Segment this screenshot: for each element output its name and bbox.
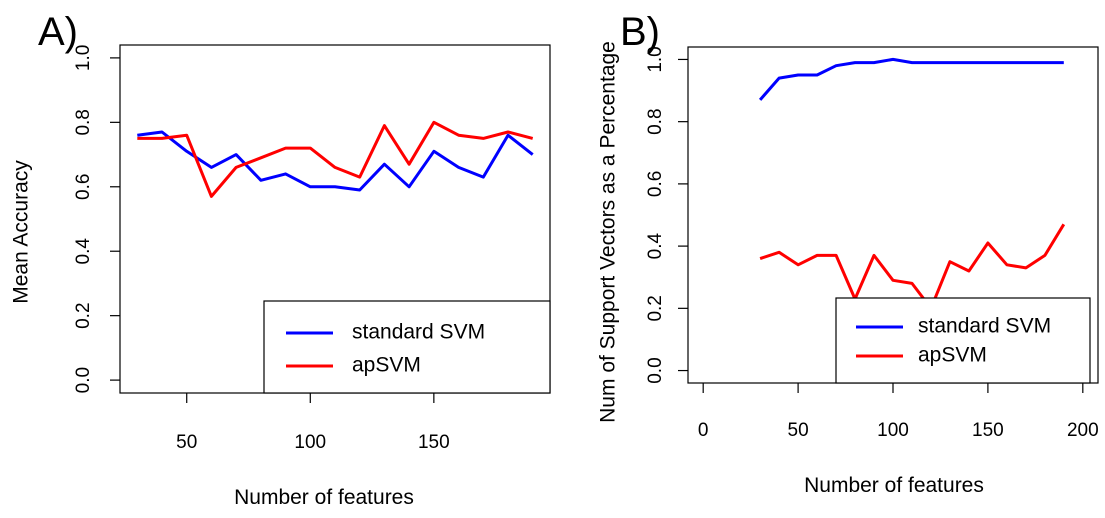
y-tick-label: 1.0 bbox=[73, 45, 94, 71]
series-line-apsvm bbox=[759, 223, 1066, 310]
x-axis-title: Number of features bbox=[804, 474, 984, 497]
x-tick-label: 100 bbox=[877, 420, 909, 441]
x-tick-label: 50 bbox=[788, 420, 809, 441]
panel-label: A) bbox=[38, 10, 78, 54]
x-axis-title: Number of features bbox=[234, 486, 414, 509]
series-line-apsvm bbox=[137, 120, 534, 198]
legend-label: apSVM bbox=[918, 344, 987, 367]
y-tick-label: 0.8 bbox=[73, 109, 94, 135]
x-tick-label: 0 bbox=[698, 420, 709, 441]
y-tick-label: 0.6 bbox=[645, 171, 666, 197]
legend-label: apSVM bbox=[352, 354, 421, 377]
legend: standard SVM apSVM bbox=[263, 300, 551, 394]
y-axis-title: Num of Support Vectors as a Percentage bbox=[597, 41, 620, 423]
y-tick-label: 0.0 bbox=[645, 357, 666, 383]
legend-box bbox=[263, 300, 551, 394]
x-tick-label: 100 bbox=[294, 432, 326, 453]
y-tick-label: 0.2 bbox=[645, 295, 666, 321]
series-line-standard-svm bbox=[758, 57, 1064, 101]
x-tick-label: 200 bbox=[1067, 420, 1099, 441]
legend: standard SVM apSVM bbox=[835, 297, 1091, 384]
x-tick-label: 150 bbox=[972, 420, 1004, 441]
panel-b-chart: B) 0 50 100 150 200 0.0 0.2 0.4 0.6 0.8 1.0 Number o… bbox=[597, 10, 1099, 497]
legend-label: standard SVM bbox=[352, 321, 485, 344]
legend-box bbox=[835, 297, 1091, 384]
x-tick-label: 50 bbox=[176, 432, 197, 453]
y-tick-label: 0.4 bbox=[645, 232, 666, 259]
y-axis-title: Mean Accuracy bbox=[10, 160, 33, 304]
y-tick-label: 0.6 bbox=[73, 174, 94, 200]
y-tick-label: 0.4 bbox=[73, 238, 94, 265]
panel-a-chart: A) 50 100 150 0.0 0.2 0.4 0.6 0.8 1.0 Number of fe… bbox=[10, 10, 551, 509]
legend-label: standard SVM bbox=[918, 315, 1051, 338]
y-tick-label: 0.0 bbox=[73, 367, 94, 393]
series-line-standard-svm bbox=[137, 130, 534, 192]
panel-label: B) bbox=[620, 10, 660, 54]
y-tick-label: 0.8 bbox=[645, 108, 666, 134]
x-tick-label: 150 bbox=[418, 432, 450, 453]
y-tick-label: 1.0 bbox=[645, 46, 666, 72]
y-tick-label: 0.2 bbox=[73, 302, 94, 328]
